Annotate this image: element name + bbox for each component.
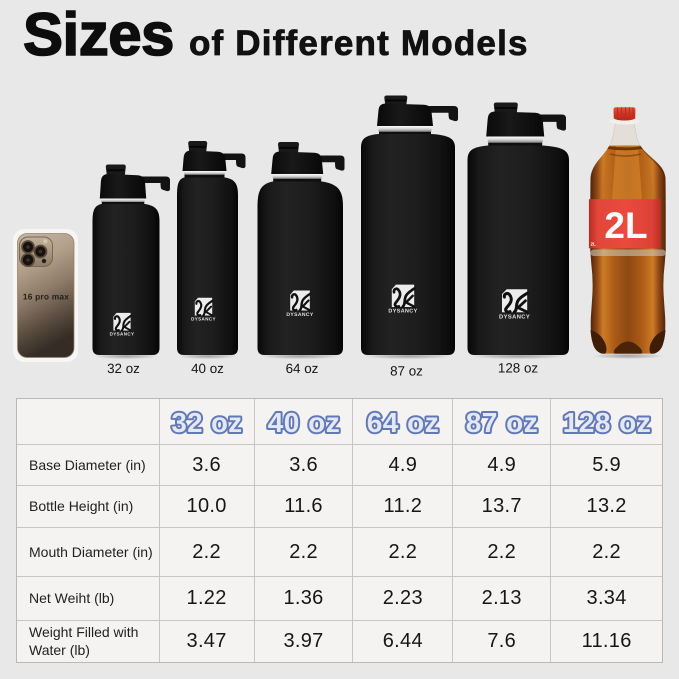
svg-text:40 oz: 40 oz [191,361,224,376]
svg-text:DYSANCY: DYSANCY [110,331,135,336]
svg-text:16 pro max: 16 pro max [23,292,69,302]
svg-text:DYSANCY: DYSANCY [286,312,314,318]
svg-text:2L: 2L [604,205,647,246]
svg-text:64 oz: 64 oz [367,407,440,438]
svg-text:40 oz: 40 oz [267,407,340,438]
svg-text:DYSANCY: DYSANCY [388,309,417,315]
svg-text:87 oz: 87 oz [465,407,538,438]
svg-text:2L: 2L [591,242,597,247]
svg-text:DYSANCY: DYSANCY [191,316,216,321]
svg-text:DYSANCY: DYSANCY [499,313,530,320]
svg-text:32 oz: 32 oz [171,406,242,437]
svg-text:128 oz: 128 oz [562,407,651,438]
svg-text:32 oz: 32 oz [107,361,140,376]
svg-text:87 oz: 87 oz [390,364,423,379]
svg-text:64 oz: 64 oz [286,361,319,376]
svg-text:128 oz: 128 oz [498,361,539,376]
